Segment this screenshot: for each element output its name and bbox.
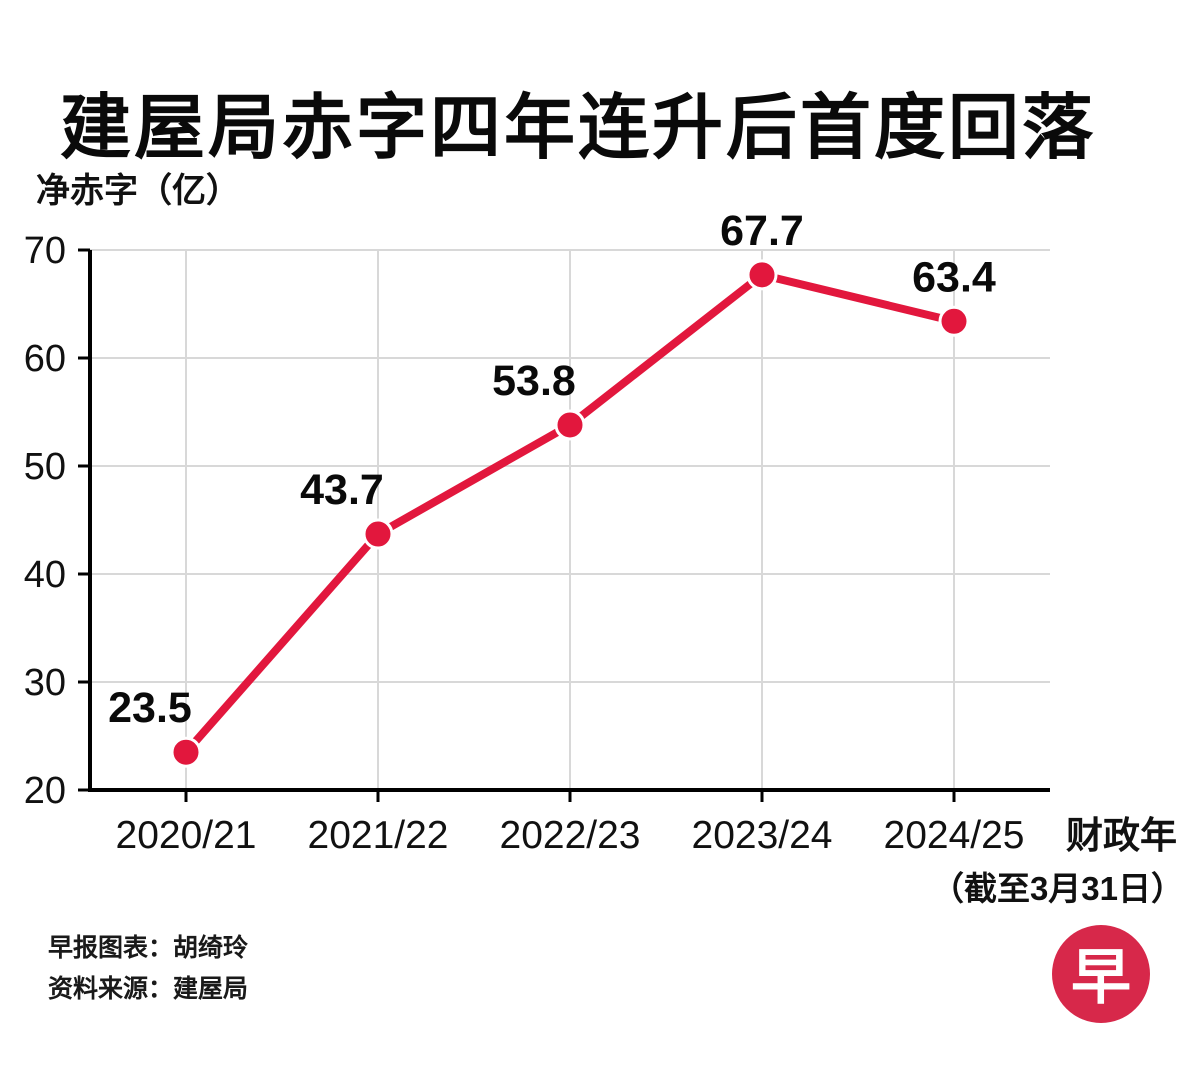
value-label: 43.7 (300, 466, 384, 514)
value-label: 63.4 (912, 253, 996, 301)
chart-title: 建屋局赤字四年连升后首度回落 (60, 88, 1097, 168)
value-label: 67.7 (720, 207, 804, 255)
data-point (938, 305, 970, 337)
y-tick-label: 30 (24, 662, 66, 704)
y-tick-label: 20 (24, 770, 66, 812)
x-axis-subtitle: （截至3月31日） (931, 870, 1184, 907)
x-tick-label: 2020/21 (116, 814, 257, 857)
zaobao-logo-glyph: 早 (1071, 943, 1131, 1011)
x-tick-label: 2022/23 (500, 814, 641, 857)
chart-footer: 早报图表：胡绮玲 资料来源：建屋局 (48, 928, 248, 1011)
x-tick-label: 2021/22 (308, 814, 449, 857)
y-tick-label: 40 (24, 554, 66, 596)
y-axis-title: 净赤字（亿） (36, 172, 240, 210)
data-point (554, 409, 586, 441)
zaobao-logo: 早 (1052, 925, 1150, 1023)
y-tick-label: 60 (24, 338, 66, 380)
data-point (746, 259, 778, 291)
x-axis-title: 财政年 (1066, 815, 1177, 856)
y-tick-label: 70 (24, 230, 66, 272)
x-tick-label: 2023/24 (692, 814, 833, 857)
y-tick-label: 50 (24, 446, 66, 488)
line-chart: 20 30 40 50 60 70 2020/21 2021/22 2022/23 2023/24… (24, 207, 1184, 907)
value-label: 23.5 (108, 684, 192, 732)
value-label: 53.8 (492, 357, 576, 405)
footer-credit: 早报图表：胡绮玲 (48, 934, 249, 962)
x-tick-label: 2024/25 (884, 814, 1025, 857)
footer-source: 资料来源：建屋局 (48, 975, 249, 1004)
data-point (362, 518, 394, 550)
data-point (170, 736, 202, 768)
